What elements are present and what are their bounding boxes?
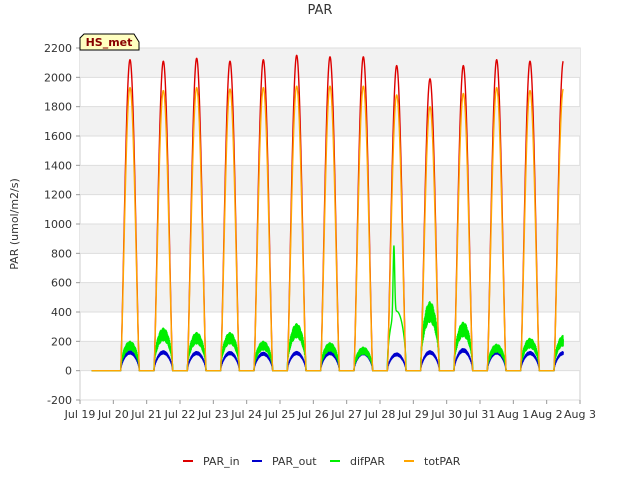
x-tick-label: Aug 3 [564,408,596,421]
grid-band [80,224,580,254]
legend-label: difPAR [350,455,385,468]
grid-bands [80,48,580,371]
series-layer [91,54,564,372]
grid-band [80,106,580,136]
x-tick-label: Jul 30 [430,408,462,421]
x-tick-label: Aug 2 [531,408,563,421]
y-tick-label: 200 [51,335,72,348]
y-tick-label: 1800 [44,101,72,114]
grid-band [80,48,580,78]
x-tick-label: Jul 22 [164,408,196,421]
x-tick-label: Jul 29 [397,408,429,421]
x-tick-label: Jul 24 [230,408,262,421]
y-tick-label: 2200 [44,42,72,55]
legend-label: PAR_in [203,455,240,468]
legend: PAR_in PAR_out difPAR totPAR [183,455,461,468]
y-tick-label: 1200 [44,189,72,202]
chart-title: PAR [308,3,333,18]
x-axis: Jul 19 Jul 20 Jul 21 Jul 22 Jul 23 Jul 24 Jul … [64,400,596,421]
y-tick-label: 600 [51,277,72,290]
station-label: HS_met [86,36,133,49]
x-tick-label: Jul 28 [364,408,396,421]
x-tick-label: Jul 27 [330,408,362,421]
y-tick-label: 400 [51,306,72,319]
x-tick-label: Aug 1 [497,408,529,421]
y-tick-label: 1000 [44,218,72,231]
x-tick-label: Jul 20 [97,408,129,421]
x-tick-label: Jul 23 [197,408,229,421]
y-tick-label: 0 [65,365,72,378]
x-tick-label: Jul 31 [464,408,496,421]
legend-label: PAR_out [272,455,317,468]
x-tick-label: Jul 21 [130,408,162,421]
y-tick-label: -200 [47,394,72,407]
y-tick-label: 2000 [44,71,72,84]
y-axis-label: PAR (umol/m2/s) [8,178,21,270]
x-tick-label: Jul 19 [64,408,96,421]
series-line-totpar [91,85,564,372]
x-tick-label: Jul 26 [297,408,329,421]
y-tick-label: 1400 [44,159,72,172]
y-axis: -200 0 200 400 600 800 1000 1200 1400 1600 1800 200… [44,42,80,407]
x-tick-label: Jul 25 [264,408,296,421]
grid-band [80,165,580,195]
grid-band [80,282,580,312]
y-tick-label: 800 [51,247,72,260]
y-tick-label: 1600 [44,130,72,143]
station-label-box: HS_met [79,33,140,51]
legend-label: totPAR [424,455,461,468]
